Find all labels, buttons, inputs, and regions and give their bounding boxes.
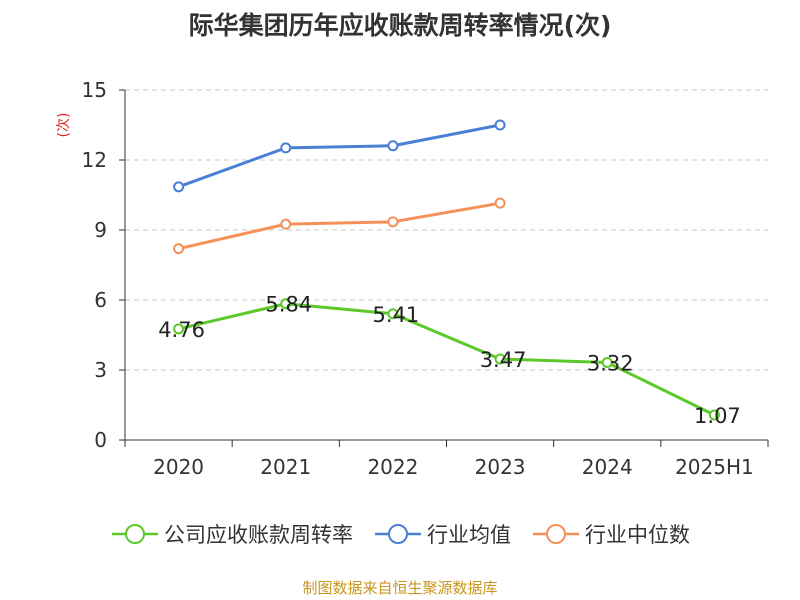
series-line (178, 302, 716, 417)
x-tick-label: 2023 (475, 455, 526, 479)
legend-swatch (112, 524, 158, 544)
chart-title: 际华集团历年应收账款周转率情况(次) (188, 11, 612, 40)
x-tick-label: 2020 (153, 455, 204, 479)
axes: 0 3 6 9 12 15 2020 2021 2022 2023 2024 2025H1 (次) (56, 78, 769, 479)
legend-item[interactable]: 行业中位数 (531, 519, 690, 549)
x-tick-label: 2021 (260, 455, 311, 479)
source-note: 制图数据来自恒生聚源数据库 (302, 579, 498, 597)
x-tick-label: 2024 (582, 455, 633, 479)
y-axis-label: (次) (56, 113, 72, 138)
y-tick-label: 3 (94, 358, 107, 382)
legend: 公司应收账款周转率 行业均值 行业中位数 (0, 519, 800, 549)
data-point (280, 298, 292, 310)
data-labels: 4.76 5.84 5.41 3.47 3.32 1.07 (158, 293, 741, 428)
legend-swatch-marker (546, 524, 566, 544)
legend-swatch (533, 524, 579, 544)
data-point (173, 323, 185, 335)
data-point (494, 197, 506, 209)
data-point (387, 216, 399, 228)
legend-label: 行业中位数 (585, 523, 690, 547)
x-tick-label: 2025H1 (675, 455, 754, 479)
legend-item[interactable]: 公司应收账款周转率 (110, 519, 353, 549)
y-tick-label: 9 (94, 218, 107, 242)
legend-swatch-marker (125, 524, 145, 544)
legend-label: 行业均值 (427, 523, 511, 547)
series (173, 119, 720, 421)
y-tick-label: 12 (82, 148, 107, 172)
data-point (280, 218, 292, 230)
legend-item[interactable]: 行业均值 (373, 519, 511, 549)
data-point (387, 308, 399, 320)
data-point (173, 243, 185, 255)
series-line (178, 201, 501, 251)
data-label: 4.76 (158, 318, 205, 342)
data-point (494, 119, 506, 131)
y-tick-label: 0 (94, 428, 107, 452)
data-label: 1.07 (694, 404, 741, 428)
data-label: 5.41 (373, 303, 420, 327)
data-point (708, 409, 720, 421)
y-tick-label: 15 (82, 78, 107, 102)
line-chart: 0 3 6 9 12 15 2020 2021 2022 2023 2024 2025H1 (次) 4.… (56, 78, 769, 479)
data-point (494, 353, 506, 365)
data-point (387, 140, 399, 152)
data-label: 3.32 (587, 352, 634, 376)
data-label: 3.47 (480, 348, 527, 372)
legend-label: 公司应收账款周转率 (164, 523, 353, 547)
data-label: 5.84 (265, 293, 312, 317)
data-point (601, 357, 613, 369)
gridlines (125, 89, 768, 371)
legend-swatch (375, 524, 421, 544)
x-tick-label: 2022 (367, 455, 418, 479)
data-point (173, 181, 185, 193)
series-line (178, 123, 501, 189)
data-point (280, 142, 292, 154)
legend-swatch-marker (388, 524, 408, 544)
y-tick-label: 6 (94, 288, 107, 312)
